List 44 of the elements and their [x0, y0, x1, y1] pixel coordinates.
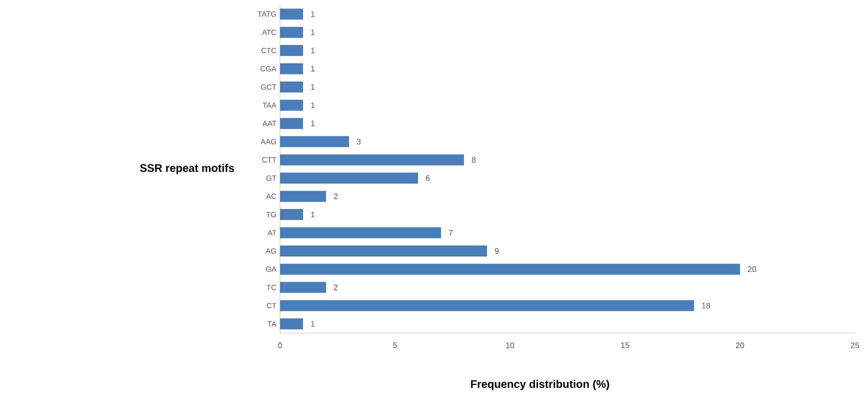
- bar: [280, 209, 304, 220]
- data-label: 2: [334, 284, 338, 290]
- bar: [280, 318, 304, 330]
- x-tick-label: 25: [850, 342, 860, 348]
- data-label: 8: [472, 157, 476, 163]
- bar: [280, 264, 740, 275]
- x-tick-label: 0: [278, 342, 282, 348]
- x-tick-label: 15: [621, 342, 630, 348]
- data-label: 1: [311, 102, 315, 108]
- data-label: 1: [311, 212, 315, 218]
- data-label: 9: [494, 248, 499, 254]
- bar: [280, 81, 304, 92]
- data-label: 1: [311, 120, 315, 126]
- bar: [280, 154, 464, 166]
- data-label: 2: [334, 194, 338, 200]
- y-axis-title: SSR repeat motifs: [140, 164, 234, 174]
- data-label: 1: [311, 321, 315, 327]
- bar: [280, 63, 304, 74]
- bar: [280, 45, 304, 56]
- data-label: 6: [426, 175, 430, 181]
- x-axis-title: Frequency distribution (%): [471, 380, 610, 390]
- bar: [280, 172, 418, 184]
- x-tick-label: 5: [393, 342, 397, 348]
- data-label: 3: [356, 138, 361, 144]
- bar: [280, 26, 304, 38]
- bar: [280, 245, 487, 256]
- data-label: 1: [311, 11, 315, 17]
- bar: [280, 190, 326, 202]
- data-label: 1: [311, 66, 315, 72]
- data-label: 7: [448, 230, 453, 236]
- data-label: 1: [311, 30, 315, 36]
- bar: [280, 8, 304, 20]
- data-label: 1: [311, 84, 315, 90]
- x-tick-label: 10: [506, 342, 514, 348]
- data-label: 18: [702, 302, 710, 308]
- data-label: 1: [311, 48, 315, 54]
- bar: [280, 136, 350, 148]
- bar: [280, 282, 326, 293]
- data-label: 20: [748, 266, 756, 272]
- bar: [280, 227, 441, 238]
- bar: [280, 100, 304, 111]
- bar: [280, 118, 304, 129]
- bar: [280, 300, 694, 312]
- x-tick-label: 20: [736, 342, 744, 348]
